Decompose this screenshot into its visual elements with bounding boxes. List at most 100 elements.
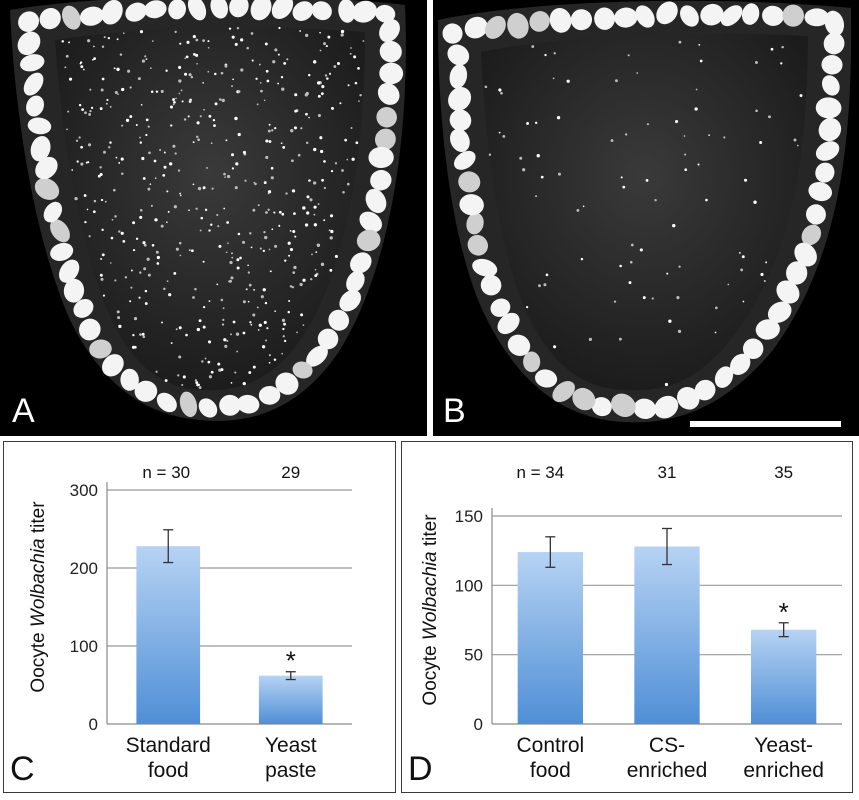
wolbachia-punctum [283, 339, 287, 343]
follicle-nucleus [490, 298, 511, 317]
wolbachia-punctum [651, 297, 654, 300]
wolbachia-punctum [314, 268, 317, 271]
wolbachia-punctum [334, 254, 338, 258]
wolbachia-punctum [78, 103, 82, 107]
wolbachia-punctum [117, 316, 121, 320]
wolbachia-punctum [694, 107, 698, 111]
wolbachia-punctum [313, 205, 317, 209]
wolbachia-punctum [267, 129, 271, 133]
wolbachia-punctum [265, 211, 268, 214]
follicle-nucleus [821, 75, 840, 96]
wolbachia-punctum [139, 215, 143, 219]
wolbachia-punctum [161, 321, 163, 324]
wolbachia-punctum [195, 38, 199, 42]
wolbachia-punctum [231, 252, 233, 255]
wolbachia-punctum [226, 174, 231, 179]
wolbachia-punctum [202, 82, 204, 84]
wolbachia-punctum [67, 110, 70, 113]
wolbachia-punctum [240, 68, 244, 72]
wolbachia-punctum [498, 131, 501, 134]
wolbachia-punctum [234, 371, 237, 374]
wolbachia-punctum [210, 370, 214, 374]
wolbachia-punctum [290, 128, 294, 133]
follicle-nucleus [198, 398, 218, 418]
wolbachia-punctum [222, 318, 225, 322]
wolbachia-punctum [292, 271, 296, 275]
wolbachia-punctum [196, 62, 198, 65]
follicle-nucleus [794, 242, 817, 267]
wolbachia-punctum [203, 108, 205, 111]
follicle-nucleus [26, 95, 45, 117]
wolbachia-punctum [100, 277, 104, 281]
follicle-nucleus [292, 361, 313, 379]
follicle-cell-nuclei [17, 0, 404, 418]
wolbachia-punctum [178, 241, 182, 245]
follicle-nucleus [742, 338, 764, 360]
follicle-nucleus [680, 5, 699, 27]
wolbachia-punctum [214, 72, 217, 76]
wolbachia-punctum [765, 261, 768, 264]
wolbachia-punctum [207, 360, 211, 364]
wolbachia-punctum [135, 237, 139, 240]
wolbachia-punctum [519, 156, 523, 160]
wolbachia-punctum [114, 215, 117, 218]
wolbachia-punctum [553, 345, 557, 349]
wolbachia-punctum [151, 243, 155, 247]
wolbachia-punctum [294, 235, 297, 238]
wolbachia-punctum [302, 324, 305, 326]
wolbachia-punctum [740, 268, 744, 272]
wolbachia-punctum [755, 61, 758, 64]
wolbachia-punctum [188, 73, 192, 77]
wolbachia-punctum [288, 254, 291, 257]
wolbachia-punctum [188, 209, 190, 212]
wolbachia-punctum [208, 229, 211, 232]
wolbachia-punctum [139, 141, 143, 144]
wolbachia-punctum [249, 321, 252, 324]
wolbachia-punctum [169, 105, 173, 109]
bar [136, 546, 201, 724]
wolbachia-punctum [293, 126, 297, 130]
wolbachia-punctum [66, 128, 68, 131]
wolbachia-punctum [341, 169, 344, 172]
follicle-nucleus [144, 0, 167, 19]
wolbachia-punctum [265, 139, 269, 143]
follicle-nucleus [570, 9, 593, 31]
wolbachia-punctum [141, 332, 145, 336]
wolbachia-punctum [109, 105, 112, 108]
follicle-nucleus [375, 4, 396, 23]
wolbachia-punctum [330, 106, 334, 110]
wolbachia-punctum [181, 383, 184, 387]
wolbachia-punctum [278, 26, 281, 30]
y-tick-label: 100 [70, 637, 98, 656]
wolbachia-punctum [202, 39, 205, 42]
wolbachia-punctum [311, 253, 313, 256]
follicle-nucleus [20, 54, 45, 72]
wolbachia-punctum [112, 188, 116, 192]
wolbachia-punctum [285, 192, 288, 195]
wolbachia-punctum [230, 276, 234, 280]
wolbachia-punctum [64, 66, 67, 69]
wolbachia-punctum [223, 172, 226, 176]
wolbachia-punctum [231, 35, 235, 39]
wolbachia-punctum [319, 31, 321, 34]
follicle-nucleus [523, 351, 541, 373]
wolbachia-punctum [552, 77, 555, 80]
wolbachia-punctum [340, 29, 345, 34]
wolbachia-punctum [308, 179, 311, 182]
wolbachia-punctum [61, 40, 64, 43]
wolbachia-punctum [326, 77, 329, 80]
wolbachia-punctum [222, 307, 225, 310]
follicle-nucleus [529, 11, 550, 32]
wolbachia-punctum [223, 207, 226, 210]
follicle-nucleus [614, 7, 638, 28]
follicle-nucleus [328, 309, 350, 331]
wolbachia-punctum [234, 42, 238, 46]
wolbachia-punctum [132, 333, 135, 337]
x-category-label: food [148, 759, 189, 782]
wolbachia-punctum [145, 58, 148, 60]
wolbachia-punctum [282, 335, 285, 338]
wolbachia-punctum [258, 63, 261, 66]
wolbachia-punctum [351, 157, 355, 161]
wolbachia-punctum [175, 247, 179, 251]
follicle-nucleus [339, 289, 361, 312]
